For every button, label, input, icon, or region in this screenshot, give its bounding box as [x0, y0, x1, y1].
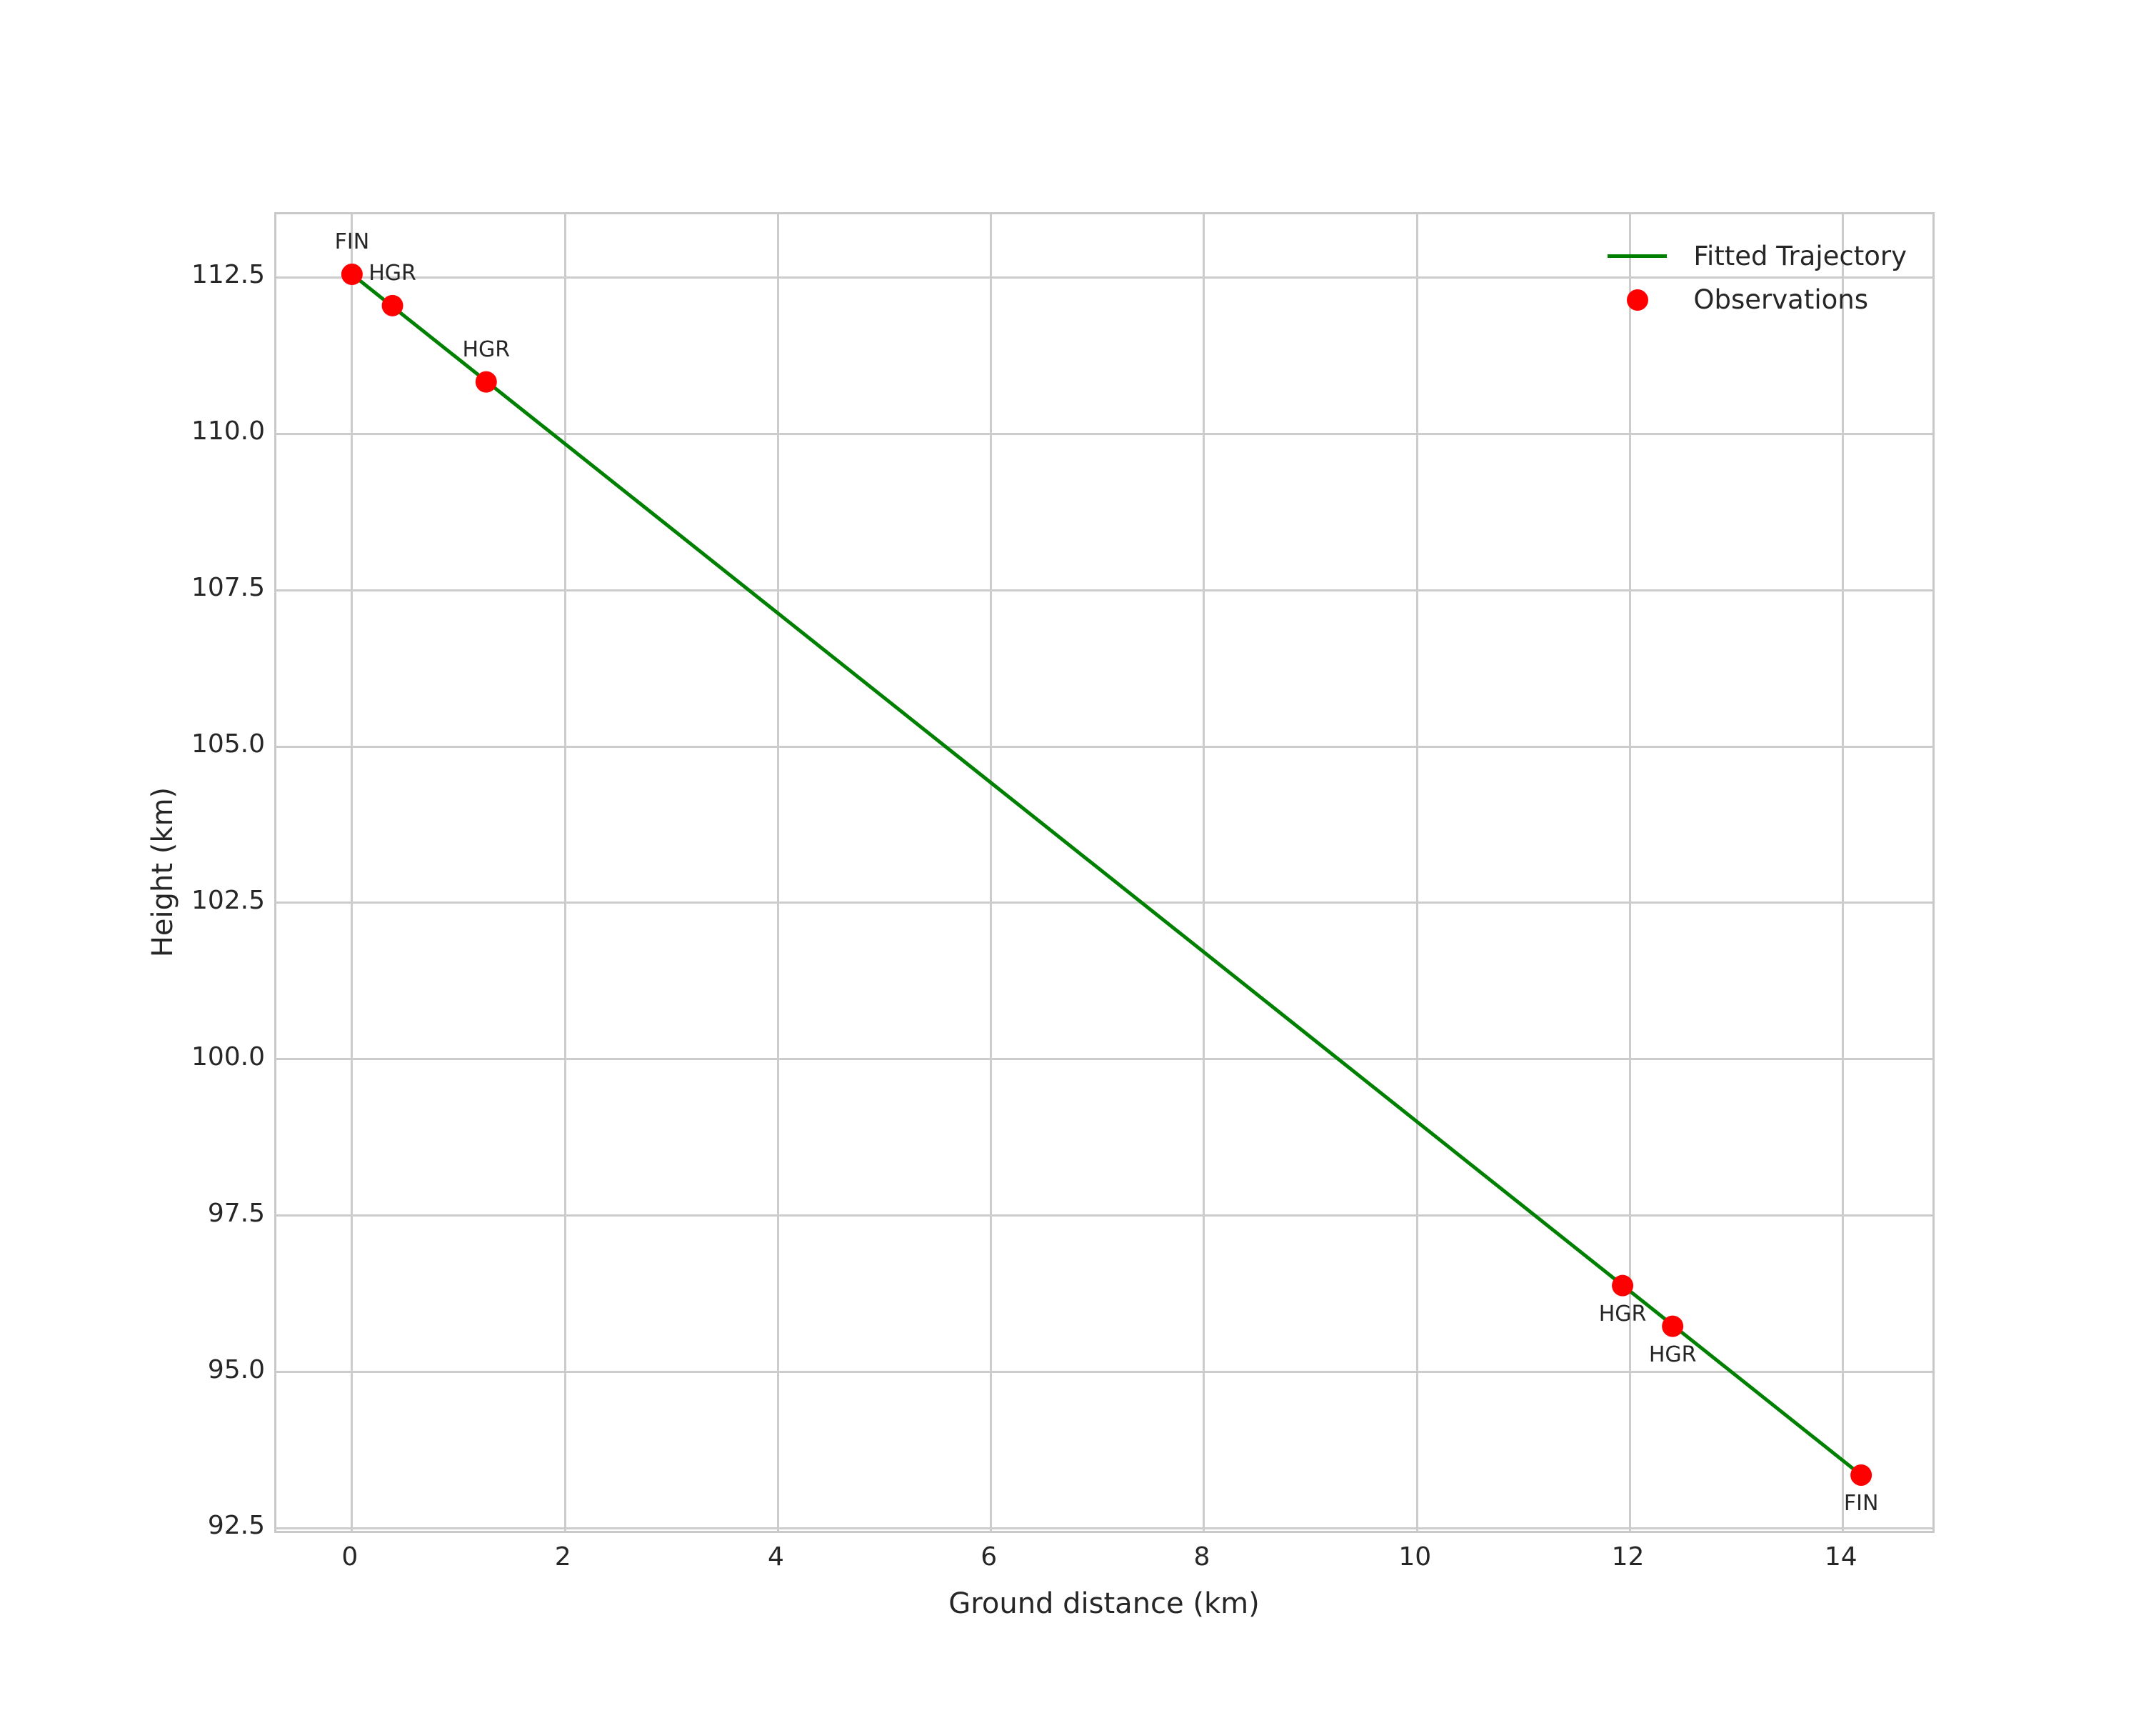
y-tick-label: 105.0: [191, 729, 265, 759]
legend: Fitted Trajectory Observations: [1608, 234, 1907, 321]
gridline-horizontal: [276, 902, 1932, 904]
observation-point: [381, 294, 403, 316]
y-axis-label: Height (km): [146, 786, 179, 958]
legend-label-fitted-trajectory: Fitted Trajectory: [1693, 241, 1907, 271]
y-tick-label: 102.5: [191, 885, 265, 915]
observation-point: [341, 264, 363, 286]
point-label-fin: FIN: [1843, 1490, 1879, 1516]
x-tick-label: 6: [981, 1542, 998, 1572]
y-tick-label: 107.5: [191, 573, 265, 603]
gridline-horizontal: [276, 432, 1932, 435]
gridline-horizontal: [276, 1371, 1932, 1373]
gridline-horizontal: [276, 1058, 1932, 1061]
observation-point: [475, 371, 497, 393]
gridline-horizontal: [276, 589, 1932, 591]
legend-item-observations: Observations: [1608, 278, 1907, 321]
point-label-fin: FIN: [334, 229, 370, 255]
fitted-trajectory-line: [351, 273, 1862, 1477]
y-tick-label: 100.0: [191, 1042, 265, 1072]
gridline-horizontal: [276, 745, 1932, 748]
observation-point: [1850, 1464, 1872, 1486]
dot-swatch-icon: [1626, 289, 1648, 311]
x-tick-label: 2: [554, 1542, 571, 1572]
gridline-vertical: [1628, 214, 1631, 1531]
x-tick-label: 4: [767, 1542, 784, 1572]
gridline-horizontal: [276, 1214, 1932, 1217]
legend-swatch: [1608, 254, 1668, 258]
line-swatch-icon: [1608, 254, 1668, 258]
y-tick-label: 112.5: [191, 260, 265, 290]
y-tick-label: 95.0: [207, 1354, 265, 1384]
gridline-horizontal: [276, 1527, 1932, 1529]
point-label-hgr: HGR: [368, 260, 416, 286]
gridline-vertical: [563, 214, 566, 1531]
gridline-vertical: [776, 214, 779, 1531]
point-label-hgr: HGR: [1598, 1301, 1647, 1327]
x-tick-label: 0: [341, 1542, 359, 1572]
y-tick-label: 97.5: [207, 1198, 265, 1228]
trajectory-chart: [341, 264, 1872, 1486]
point-label-hgr: HGR: [1648, 1342, 1697, 1367]
legend-item-fitted-trajectory: Fitted Trajectory: [1608, 234, 1907, 278]
gridline-vertical: [351, 214, 354, 1531]
gridline-vertical: [1203, 214, 1205, 1531]
legend-swatch: [1608, 289, 1667, 311]
x-tick-label: 10: [1398, 1542, 1432, 1572]
observation-point: [1612, 1274, 1634, 1297]
y-tick-label: 92.5: [207, 1511, 265, 1541]
observation-point: [1662, 1315, 1684, 1337]
x-axis-label: Ground distance (km): [948, 1587, 1260, 1620]
y-tick-label: 110.0: [191, 416, 265, 446]
gridline-vertical: [990, 214, 993, 1531]
point-label-hgr: HGR: [462, 336, 511, 362]
legend-label-observations: Observations: [1693, 284, 1868, 315]
x-tick-label: 8: [1193, 1542, 1210, 1572]
gridline-horizontal: [276, 276, 1932, 279]
x-tick-label: 12: [1611, 1542, 1645, 1572]
gridline-vertical: [1842, 214, 1845, 1531]
plot-area: FIN HGR HGR HGR HGR FIN Fitted Trajectory Obs…: [274, 212, 1935, 1533]
gridline-vertical: [1415, 214, 1418, 1531]
x-tick-label: 14: [1824, 1542, 1857, 1572]
